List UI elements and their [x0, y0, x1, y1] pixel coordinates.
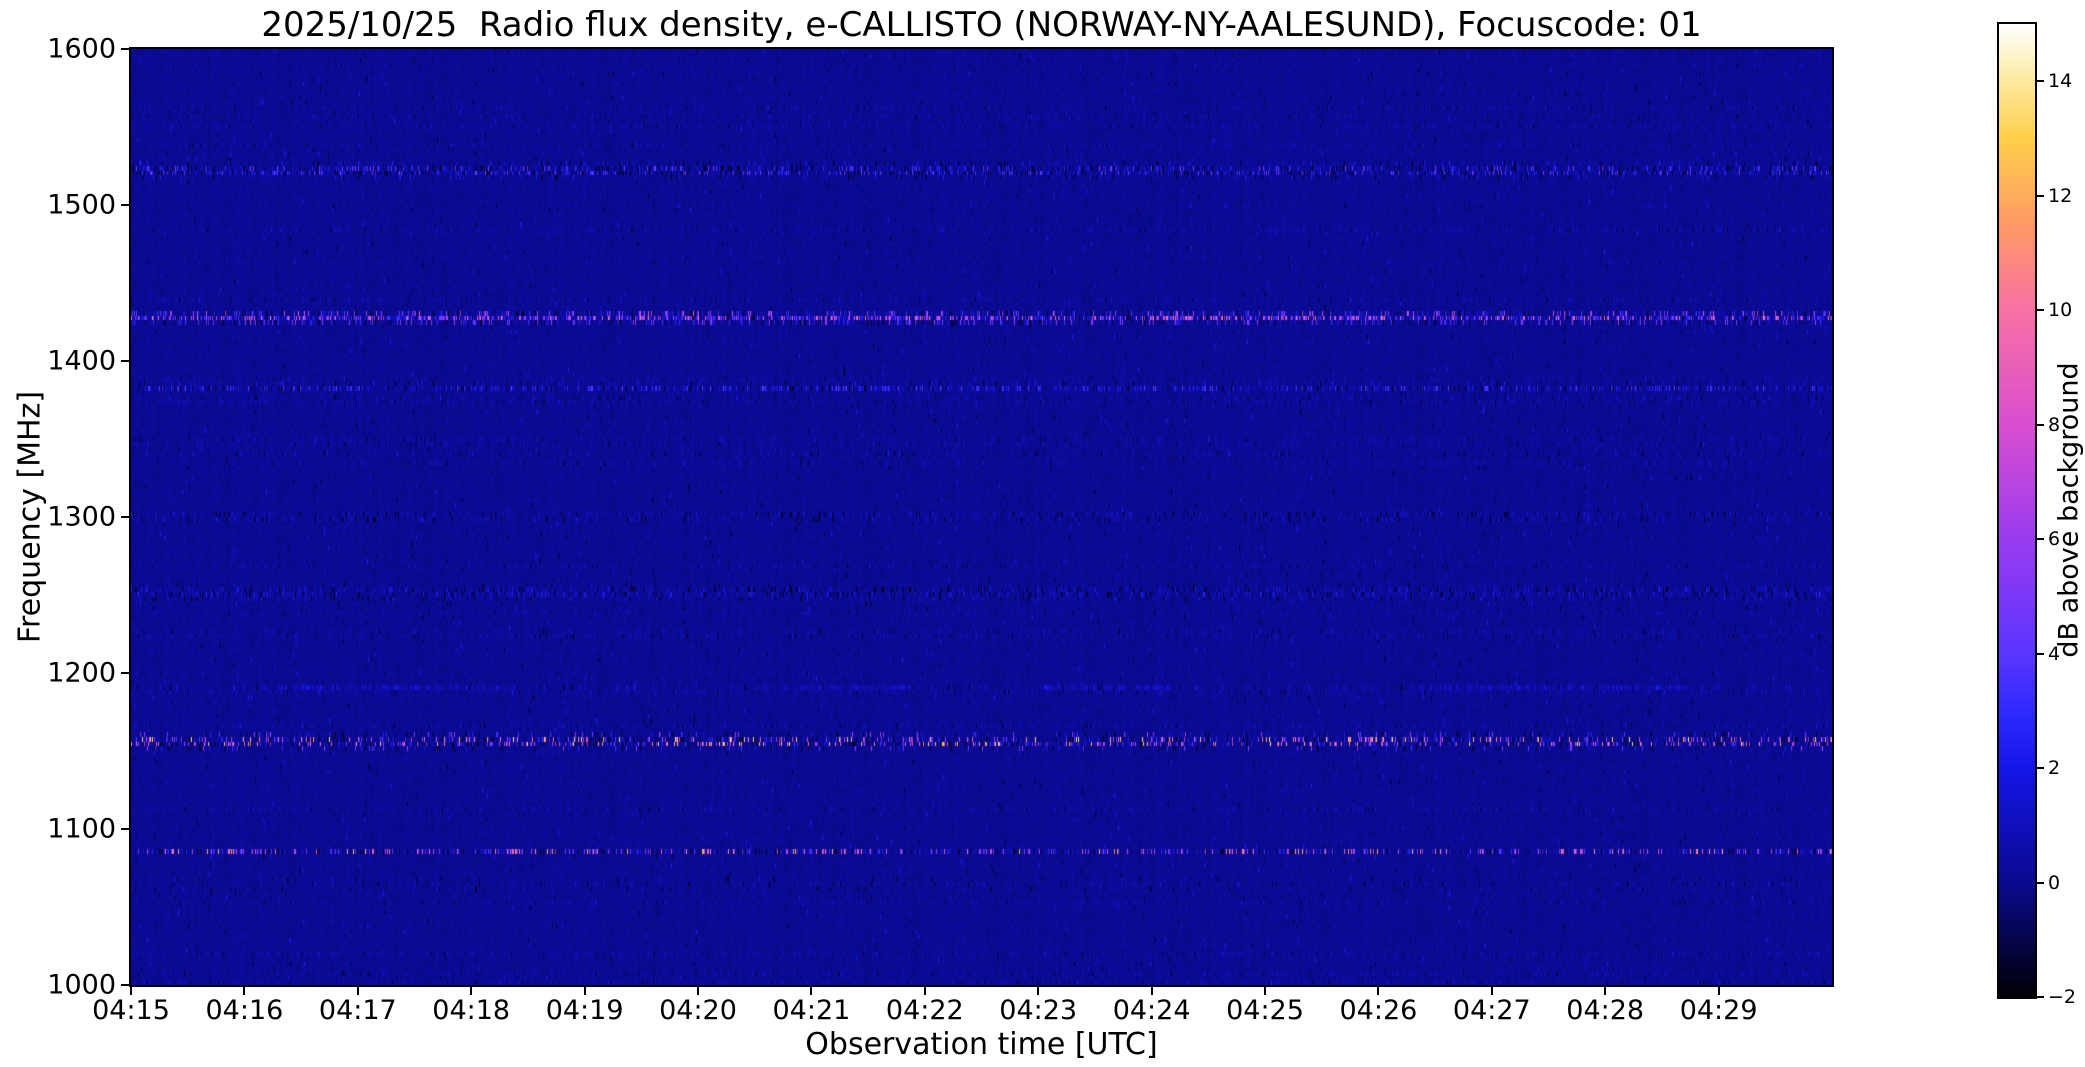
x-axis-label: Observation time [UTC] [805, 1027, 1158, 1062]
colorbar-tick-mark [2037, 881, 2044, 884]
x-tick-mark [583, 987, 586, 995]
y-tick-label: 1400 [47, 345, 116, 377]
x-tick-mark [697, 987, 699, 995]
x-tick-mark [1490, 987, 1493, 995]
y-tick-label: 1500 [47, 189, 116, 221]
x-tick-mark [1150, 987, 1153, 995]
x-tick-mark [356, 987, 359, 995]
x-tick-mark [1377, 987, 1380, 995]
colorbar-tick-label: 14 [2048, 70, 2073, 93]
x-tick-mark [810, 987, 813, 995]
colorbar-tick-label: 2 [2048, 757, 2061, 780]
y-axis-label: Frequency [MHz] [12, 390, 48, 644]
y-tick-mark [121, 48, 129, 50]
colorbar-label: dB above background [2053, 362, 2085, 658]
x-tick-mark [1264, 987, 1266, 995]
x-tick-label: 04:29 [1679, 995, 1758, 1026]
y-tick-label: 1100 [47, 813, 116, 845]
colorbar-tick-label: 10 [2048, 299, 2073, 322]
x-tick-mark [1604, 987, 1607, 995]
colorbar-tick-mark [2037, 996, 2044, 998]
colorbar-tick-label: −2 [2048, 986, 2077, 1008]
colorbar-tick-mark [2037, 80, 2044, 83]
colorbar-tick-mark [2037, 538, 2044, 541]
x-tick-label: 04:21 [772, 995, 851, 1026]
y-tick-label: 1600 [47, 33, 116, 65]
x-tick-label: 04:26 [1339, 995, 1418, 1026]
x-tick-label: 04:28 [1566, 995, 1645, 1026]
x-tick-label: 04:19 [545, 995, 624, 1026]
colorbar-tick-label: 0 [2048, 871, 2061, 894]
colorbar-tick-mark [2037, 309, 2044, 312]
chart-title: 2025/10/25 Radio flux density, e-CALLIST… [261, 5, 1702, 45]
x-tick-label: 04:16 [205, 995, 284, 1026]
colorbar-tick-mark [2037, 423, 2044, 426]
x-tick-label: 04:25 [1226, 995, 1304, 1026]
y-tick-mark [121, 828, 129, 830]
x-tick-mark [923, 987, 926, 995]
x-tick-label: 04:20 [659, 995, 737, 1026]
colorbar-tick-label: 4 [2048, 642, 2061, 665]
x-tick-label: 04:24 [1112, 995, 1191, 1026]
y-tick-mark [121, 672, 129, 674]
colorbar-tick-label: 6 [2048, 528, 2061, 551]
x-tick-label: 04:22 [885, 995, 964, 1026]
x-tick-mark [1717, 987, 1720, 995]
y-tick-label: 1200 [47, 657, 116, 689]
x-tick-label: 04:23 [999, 995, 1078, 1026]
x-tick-mark [130, 987, 132, 995]
colorbar-tick-label: 12 [2048, 184, 2073, 207]
colorbar-gradient [1999, 24, 2035, 997]
x-tick-label: 04:15 [92, 995, 170, 1026]
colorbar-tick-label: 8 [2048, 413, 2061, 436]
y-tick-mark [121, 984, 129, 986]
x-tick-mark [1037, 987, 1040, 995]
colorbar-tick-mark [2037, 652, 2044, 655]
y-tick-mark [121, 516, 129, 518]
x-tick-mark [470, 987, 473, 995]
x-tick-label: 04:27 [1452, 995, 1531, 1026]
colorbar-tick-mark [2037, 194, 2044, 197]
x-tick-label: 04:17 [318, 995, 397, 1026]
x-tick-mark [243, 987, 246, 995]
y-tick-mark [121, 204, 129, 206]
spectrogram-heatmap [131, 49, 1832, 985]
y-tick-label: 1300 [47, 501, 116, 533]
colorbar-tick-mark [2037, 767, 2044, 770]
x-tick-label: 04:18 [432, 995, 511, 1026]
y-tick-mark [121, 360, 129, 362]
y-tick-label: 1000 [47, 969, 116, 1001]
